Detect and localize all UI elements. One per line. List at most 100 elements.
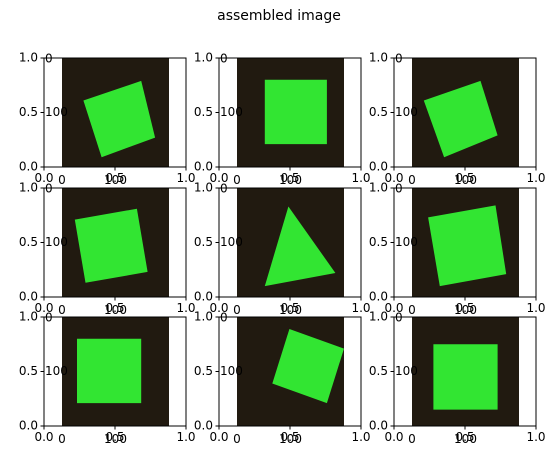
image-tick-label: 0 bbox=[220, 52, 228, 66]
y-tick-label: 0.5 bbox=[194, 235, 213, 249]
subplot-9 bbox=[390, 316, 537, 430]
y-tick-label: 1.0 bbox=[19, 51, 38, 65]
square-shape bbox=[77, 338, 142, 404]
subplot-7 bbox=[40, 316, 187, 430]
x-tick-label: 0.0 bbox=[34, 171, 53, 185]
image-tick-label: 100 bbox=[220, 364, 243, 378]
square-shape bbox=[83, 80, 156, 158]
image-tick-label: 100 bbox=[45, 364, 68, 378]
x-tick-label: 1.0 bbox=[351, 301, 370, 315]
y-tick-label: 1.0 bbox=[194, 310, 213, 324]
y-tick-label: 0.5 bbox=[194, 364, 213, 378]
y-tick-label: 1.0 bbox=[369, 181, 388, 195]
image-tick-label: 100 bbox=[279, 432, 302, 446]
image-tick-label: 100 bbox=[395, 105, 418, 119]
image-tick-label: 100 bbox=[45, 105, 68, 119]
x-tick-label: 0.0 bbox=[384, 171, 403, 185]
x-tick-label: 0.5 bbox=[455, 301, 474, 315]
x-tick-label: 0.5 bbox=[105, 171, 124, 185]
y-tick-label: 0.0 bbox=[194, 290, 213, 304]
y-tick-label: 1.0 bbox=[369, 51, 388, 65]
subplot-4 bbox=[40, 187, 187, 301]
y-tick-label: 0.5 bbox=[19, 364, 38, 378]
y-tick-label: 0.5 bbox=[369, 235, 388, 249]
image-tick-label: 0 bbox=[395, 182, 403, 196]
triangle-shape bbox=[264, 206, 336, 287]
square-shape bbox=[74, 208, 148, 283]
image-tick-label: 0 bbox=[395, 52, 403, 66]
subplot-2 bbox=[215, 57, 362, 171]
x-tick-label: 0.0 bbox=[34, 301, 53, 315]
image-tick-label: 0 bbox=[58, 432, 66, 446]
y-tick-label: 0.0 bbox=[19, 290, 38, 304]
x-tick-label: 0.5 bbox=[105, 430, 124, 444]
image-tick-label: 0 bbox=[233, 303, 241, 317]
x-tick-label: 0.5 bbox=[280, 430, 299, 444]
image-tick-label: 100 bbox=[395, 364, 418, 378]
x-tick-label: 0.5 bbox=[455, 430, 474, 444]
image-tick-label: 100 bbox=[454, 432, 477, 446]
square-shape bbox=[264, 79, 327, 145]
image-tick-label: 0 bbox=[395, 311, 403, 325]
image-tick-label: 0 bbox=[45, 311, 53, 325]
image-tick-label: 0 bbox=[220, 182, 228, 196]
subplot-1 bbox=[40, 57, 187, 171]
image-tick-label: 0 bbox=[408, 173, 416, 187]
image-tick-label: 0 bbox=[45, 52, 53, 66]
image-tick-label: 100 bbox=[454, 303, 477, 317]
y-tick-label: 1.0 bbox=[194, 51, 213, 65]
y-tick-label: 0.5 bbox=[369, 364, 388, 378]
y-tick-label: 0.0 bbox=[194, 419, 213, 433]
x-tick-label: 0.0 bbox=[384, 301, 403, 315]
x-tick-label: 1.0 bbox=[176, 301, 195, 315]
y-tick-label: 0.0 bbox=[19, 160, 38, 174]
image-tick-label: 0 bbox=[58, 173, 66, 187]
y-tick-label: 0.0 bbox=[369, 419, 388, 433]
image-tick-label: 100 bbox=[279, 303, 302, 317]
square-shape bbox=[428, 205, 507, 287]
image-tick-label: 0 bbox=[233, 432, 241, 446]
x-tick-label: 0.5 bbox=[105, 301, 124, 315]
x-tick-label: 0.0 bbox=[384, 430, 403, 444]
y-tick-label: 0.5 bbox=[194, 105, 213, 119]
y-tick-label: 0.0 bbox=[369, 290, 388, 304]
y-tick-label: 1.0 bbox=[19, 181, 38, 195]
subplot-3 bbox=[390, 57, 537, 171]
x-tick-label: 1.0 bbox=[526, 301, 545, 315]
square-shape bbox=[423, 80, 498, 158]
y-tick-label: 1.0 bbox=[194, 181, 213, 195]
image-tick-label: 100 bbox=[279, 173, 302, 187]
x-tick-label: 1.0 bbox=[526, 171, 545, 185]
x-tick-label: 0.0 bbox=[209, 430, 228, 444]
image-tick-label: 100 bbox=[104, 173, 127, 187]
subplot-5 bbox=[215, 187, 362, 301]
x-tick-label: 1.0 bbox=[176, 171, 195, 185]
y-tick-label: 0.0 bbox=[19, 419, 38, 433]
x-tick-label: 1.0 bbox=[526, 430, 545, 444]
image-tick-label: 0 bbox=[58, 303, 66, 317]
image-tick-label: 100 bbox=[395, 235, 418, 249]
x-tick-label: 1.0 bbox=[351, 430, 370, 444]
figure-title: assembled image bbox=[217, 8, 341, 24]
image-tick-label: 100 bbox=[454, 173, 477, 187]
y-tick-label: 1.0 bbox=[369, 310, 388, 324]
x-tick-label: 1.0 bbox=[351, 171, 370, 185]
x-tick-label: 0.0 bbox=[34, 430, 53, 444]
x-tick-label: 1.0 bbox=[176, 430, 195, 444]
y-tick-label: 0.0 bbox=[194, 160, 213, 174]
image-tick-label: 0 bbox=[220, 311, 228, 325]
image-tick-label: 0 bbox=[408, 303, 416, 317]
y-tick-label: 0.5 bbox=[19, 105, 38, 119]
x-tick-label: 0.0 bbox=[209, 301, 228, 315]
y-tick-label: 0.0 bbox=[369, 160, 388, 174]
image-tick-label: 0 bbox=[45, 182, 53, 196]
x-tick-label: 0.0 bbox=[209, 171, 228, 185]
image-tick-label: 0 bbox=[408, 432, 416, 446]
image-tick-label: 100 bbox=[220, 105, 243, 119]
square-shape bbox=[433, 344, 498, 410]
x-tick-label: 0.5 bbox=[455, 171, 474, 185]
y-tick-label: 0.5 bbox=[19, 235, 38, 249]
x-tick-label: 0.5 bbox=[280, 301, 299, 315]
image-tick-label: 100 bbox=[220, 235, 243, 249]
